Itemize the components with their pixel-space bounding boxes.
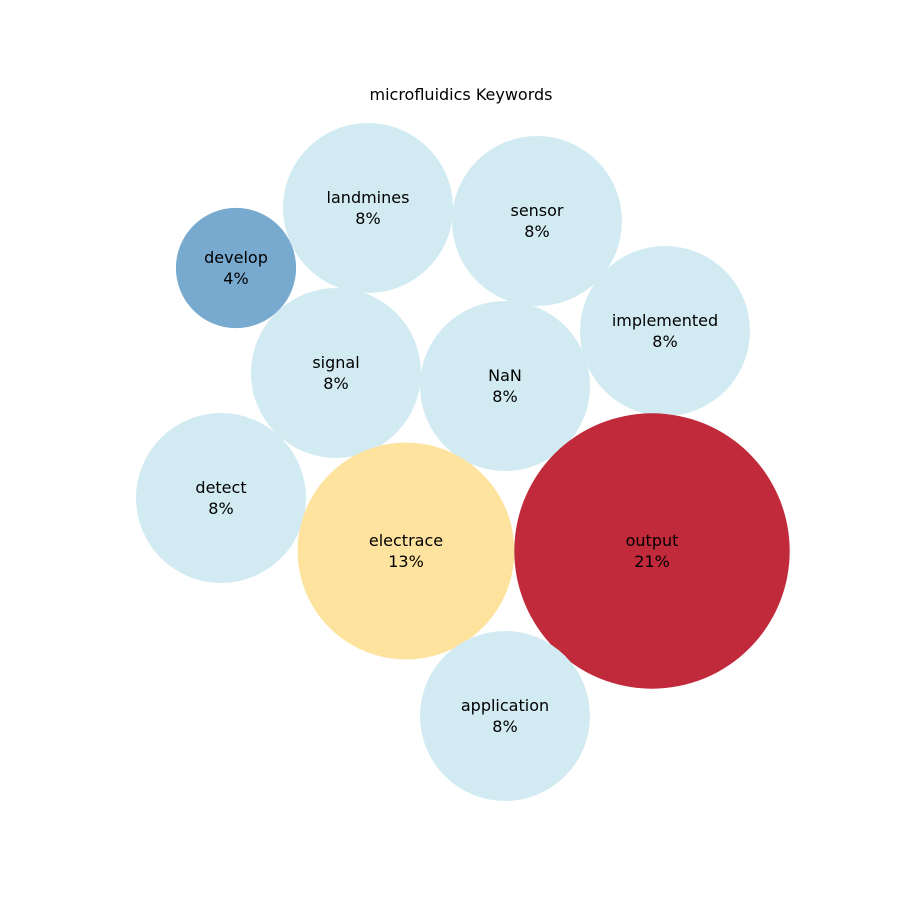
bubble-sensor bbox=[452, 136, 622, 306]
bubble-signal bbox=[251, 288, 421, 458]
bubble-label-application: application 8% bbox=[461, 696, 549, 736]
bubble-label-output: output 21% bbox=[626, 531, 679, 571]
bubble-label-landmines: landmines 8% bbox=[327, 188, 410, 228]
bubble-output bbox=[514, 413, 790, 689]
bubble-label-detect: detect 8% bbox=[195, 478, 246, 518]
bubble-group: landmines 8% sensor 8% develop 4% implemented 8… bbox=[136, 123, 790, 801]
chart-title: microfluidics Keywords bbox=[370, 85, 553, 104]
bubble-label-electrace: electrace 13% bbox=[369, 531, 443, 571]
bubble-label-signal: signal 8% bbox=[312, 353, 359, 393]
bubble-electrace bbox=[297, 442, 515, 660]
bubble-label-develop: develop 4% bbox=[204, 248, 268, 288]
bubble-label-implemented: implemented 8% bbox=[612, 311, 718, 351]
bubble-application bbox=[420, 631, 590, 801]
bubble-landmines bbox=[283, 123, 453, 293]
bubble-label-sensor: sensor 8% bbox=[510, 201, 563, 241]
bubble-develop bbox=[175, 207, 297, 329]
bubble-nan bbox=[420, 301, 590, 471]
bubble-label-nan: NaN 8% bbox=[488, 366, 522, 406]
bubble-detect bbox=[136, 413, 306, 583]
bubble-implemented bbox=[580, 246, 750, 416]
